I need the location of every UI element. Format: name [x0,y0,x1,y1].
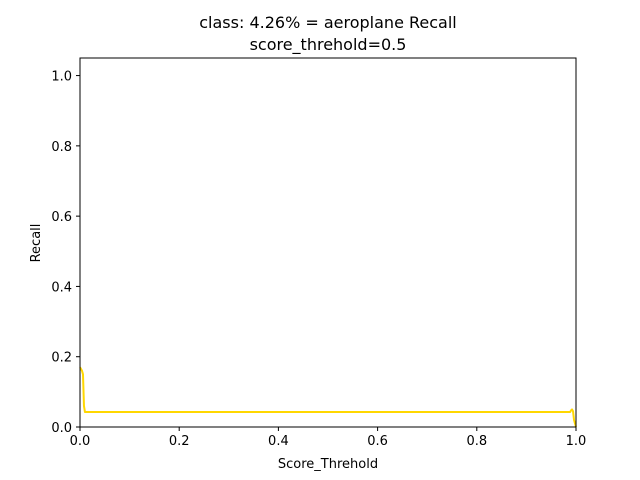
x-tick-label: 0.0 [70,434,91,449]
plot-frame [79,57,577,428]
axis-ticks: 0.0 0.2 0.4 0.6 0.8 1.0 0.0 0.2 0.4 0.6 0.8 1.0 [51,70,586,449]
y-tick-label: 0.4 [51,280,72,295]
x-axis-label: Score_Threhold [278,457,378,472]
x-tick-label: 0.6 [367,434,388,449]
y-tick-label: 0.0 [51,421,72,436]
y-tick-label: 0.2 [51,351,72,366]
y-tick-label: 0.6 [51,210,72,225]
series-line-0 [79,366,577,428]
y-tick-label: 0.8 [51,140,72,155]
x-tick-label: 0.2 [169,434,190,449]
y-tick-label: 1.0 [51,70,72,85]
chart-title-line2: score_threhold=0.5 [250,35,407,55]
x-tick-label: 0.8 [466,434,487,449]
x-tick-label: 1.0 [566,434,587,449]
x-tick-label: 0.4 [268,434,289,449]
chart-title-line1: class: 4.26% = aeroplane Recall [199,13,456,32]
y-axis-label: Recall [29,224,44,263]
plot-area [79,366,577,428]
